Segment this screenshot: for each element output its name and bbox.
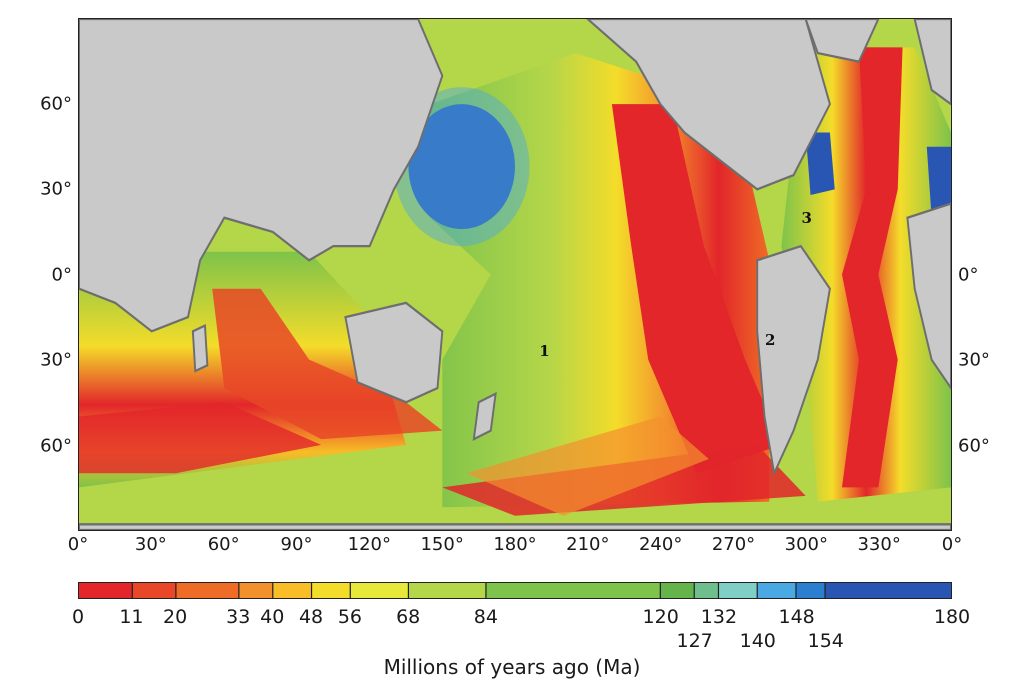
colorbar-segment	[660, 583, 695, 598]
map-marker: 1	[539, 342, 550, 361]
longitude-label: 210°	[566, 534, 610, 555]
longitude-label: 60°	[207, 534, 240, 555]
colorbar-tick-label: 148	[778, 606, 815, 628]
longitude-label: 0°	[941, 534, 963, 555]
colorbar-tick-label: 140	[739, 630, 776, 652]
africa-west	[906, 202, 951, 390]
colorbar-tick-label: 56	[337, 606, 362, 628]
east-pacific-rise	[611, 104, 782, 474]
western-atlantic-old-crust	[805, 132, 835, 196]
colorbar-tick-label: 11	[119, 606, 144, 628]
antarctica	[79, 523, 951, 530]
colorbar-segment	[485, 583, 661, 598]
longitude-label: 120°	[347, 534, 392, 555]
colorbar-tick-label: 180	[933, 606, 971, 628]
colorbar-segment	[795, 583, 826, 598]
latitude-label: 0°	[958, 264, 979, 285]
longitude-label: 270°	[711, 534, 756, 555]
colorbar-tick-label: 84	[473, 606, 498, 628]
colorbar-segment	[79, 583, 133, 598]
legend-title: Millions of years ago (Ma)	[383, 655, 641, 679]
colorbar-tick-label: 127	[676, 630, 713, 652]
colorbar-segment	[825, 583, 951, 598]
australia	[344, 301, 444, 404]
ocean-floor-age-map	[78, 18, 952, 531]
indian-ridge	[212, 288, 443, 440]
colorbar-segment	[132, 583, 176, 598]
colorbar-segment	[694, 583, 719, 598]
latitude-label: 30°	[40, 178, 72, 200]
map-marker: 2	[765, 331, 776, 350]
south-america	[756, 244, 831, 477]
southwest-indian-ridge	[79, 402, 322, 474]
colorbar-tick-label: 68	[396, 606, 421, 628]
latitude-label: 0°	[51, 264, 72, 285]
longitude-label: 330°	[857, 534, 901, 555]
colorbar-segment	[718, 583, 758, 598]
latitude-label: 60°	[40, 93, 72, 114]
colorbar-tick-label: 33	[226, 606, 251, 628]
colorbar-swatches	[79, 583, 951, 598]
latitude-label: 60°	[40, 435, 72, 456]
madagascar	[191, 323, 209, 373]
south-pacific-band	[466, 416, 709, 516]
colorbar-segment	[272, 583, 312, 598]
colorbar-tick-label: 154	[807, 630, 844, 652]
colorbar-segment	[311, 583, 351, 598]
north-america	[586, 19, 831, 191]
latitude-label: 30°	[40, 349, 72, 371]
longitude-label: 0°	[67, 534, 89, 555]
map-marker: 3	[801, 208, 812, 227]
mid-atlantic-ridge	[842, 47, 903, 488]
colorbar-tick-label: 20	[163, 606, 188, 628]
colorbar-tick-label: 132	[700, 606, 738, 628]
longitude-label: 240°	[638, 534, 683, 555]
age-colorbar	[78, 582, 952, 599]
colorbar-tick-label: 48	[298, 606, 324, 628]
oldest-pacific-crust	[408, 104, 515, 230]
europe-edge	[913, 19, 951, 106]
continents	[79, 19, 951, 530]
longitude-label: 150°	[420, 534, 464, 555]
colorbar-segment	[757, 583, 796, 598]
latitude-label: 60°	[958, 435, 990, 456]
colorbar-segment	[408, 583, 486, 598]
map-canvas	[79, 19, 951, 530]
latitude-label: 30°	[958, 349, 990, 371]
longitude-label: 90°	[280, 534, 313, 555]
colorbar-tick-label: 120	[642, 606, 679, 628]
colorbar-segment	[238, 583, 273, 598]
colorbar-tick-label: 0	[71, 606, 85, 628]
longitude-label: 300°	[784, 534, 829, 555]
longitude-label: 30°	[134, 534, 167, 555]
colorbar-segment	[350, 583, 409, 598]
eurasia-africa-east	[79, 19, 444, 333]
greenland	[804, 19, 880, 63]
old-pacific-halo	[393, 87, 530, 247]
colorbar-tick-label: 40	[260, 606, 285, 628]
eastern-atlantic-old-crust	[926, 146, 951, 218]
colorbar-segment	[175, 583, 239, 598]
longitude-label: 180°	[493, 534, 537, 555]
new-zealand	[472, 391, 497, 442]
